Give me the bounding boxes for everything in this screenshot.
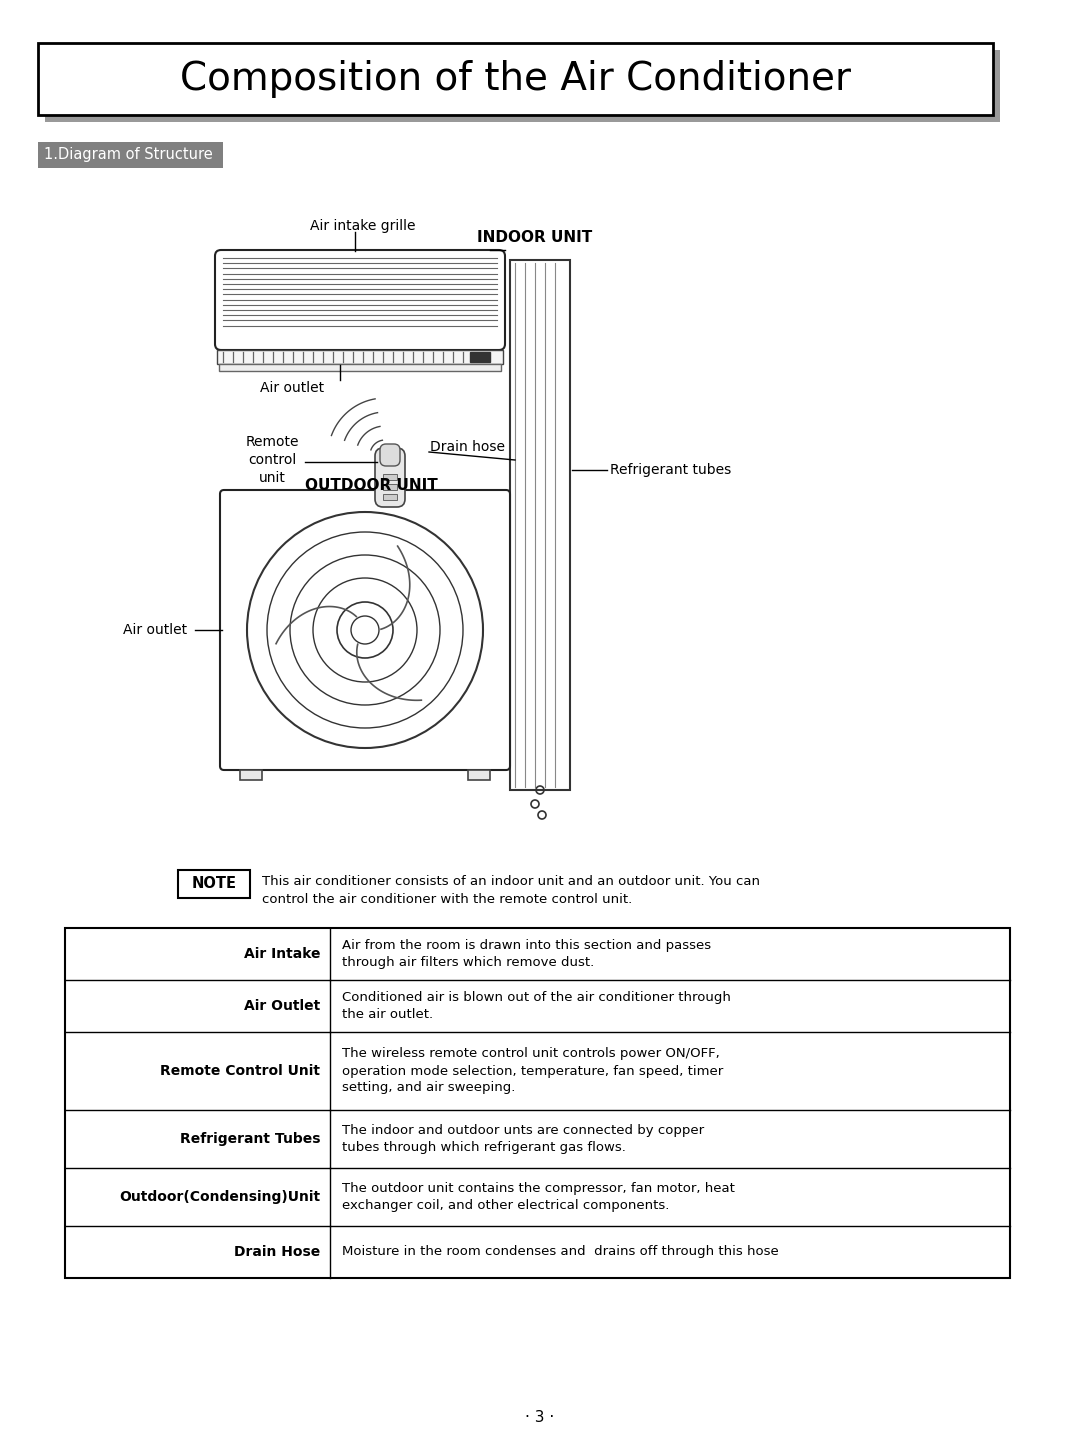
- Text: Air Intake: Air Intake: [243, 948, 320, 961]
- Bar: [38, 43, 993, 115]
- Bar: [217, 349, 503, 364]
- Text: Air from the room is drawn into this section and passes
through air filters whic: Air from the room is drawn into this sec…: [342, 939, 711, 969]
- Text: Conditioned air is blown out of the air conditioner through
the air outlet.: Conditioned air is blown out of the air …: [342, 991, 731, 1021]
- Text: INDOOR UNIT: INDOOR UNIT: [477, 230, 593, 246]
- Text: OUTDOOR UNIT: OUTDOOR UNIT: [305, 477, 437, 492]
- Text: The wireless remote control unit controls power ON/OFF,
operation mode selection: The wireless remote control unit control…: [342, 1047, 724, 1094]
- Text: Air outlet: Air outlet: [260, 381, 324, 395]
- Bar: [38, 142, 222, 168]
- Text: Remote Control Unit: Remote Control Unit: [160, 1064, 320, 1078]
- Text: Refrigerant tubes: Refrigerant tubes: [610, 463, 731, 477]
- FancyBboxPatch shape: [220, 490, 510, 769]
- FancyBboxPatch shape: [215, 250, 505, 349]
- Bar: [383, 475, 397, 480]
- Text: This air conditioner consists of an indoor unit and an outdoor unit. You can
con: This air conditioner consists of an indo…: [262, 874, 760, 906]
- Text: Composition of the Air Conditioner: Composition of the Air Conditioner: [179, 60, 851, 98]
- Text: Air intake grille: Air intake grille: [310, 219, 416, 233]
- Text: Drain hose: Drain hose: [430, 440, 505, 454]
- Text: Moisture in the room condenses and  drains off through this hose: Moisture in the room condenses and drain…: [342, 1245, 779, 1258]
- Bar: [45, 50, 1000, 122]
- Bar: [178, 870, 249, 897]
- Text: Air Outlet: Air Outlet: [244, 999, 320, 1012]
- Text: Remote
control
unit: Remote control unit: [245, 434, 299, 486]
- Bar: [219, 364, 501, 371]
- Text: Drain Hose: Drain Hose: [233, 1245, 320, 1260]
- Text: Refrigerant Tubes: Refrigerant Tubes: [179, 1132, 320, 1146]
- Text: Air outlet: Air outlet: [123, 623, 187, 637]
- Text: NOTE: NOTE: [191, 877, 237, 892]
- Text: The indoor and outdoor unts are connected by copper
tubes through which refriger: The indoor and outdoor unts are connecte…: [342, 1125, 704, 1155]
- Text: · 3 ·: · 3 ·: [525, 1411, 555, 1425]
- Text: Outdoor(Condensing)Unit: Outdoor(Condensing)Unit: [119, 1191, 320, 1204]
- Text: 1.Diagram of Structure: 1.Diagram of Structure: [44, 148, 213, 162]
- Bar: [383, 485, 397, 490]
- Bar: [510, 260, 570, 789]
- Bar: [470, 352, 490, 362]
- Bar: [468, 769, 490, 779]
- Bar: [240, 769, 262, 779]
- Bar: [65, 928, 1010, 1278]
- FancyBboxPatch shape: [380, 444, 400, 466]
- FancyBboxPatch shape: [375, 449, 405, 508]
- Text: The outdoor unit contains the compressor, fan motor, heat
exchanger coil, and ot: The outdoor unit contains the compressor…: [342, 1182, 734, 1212]
- Bar: [383, 495, 397, 500]
